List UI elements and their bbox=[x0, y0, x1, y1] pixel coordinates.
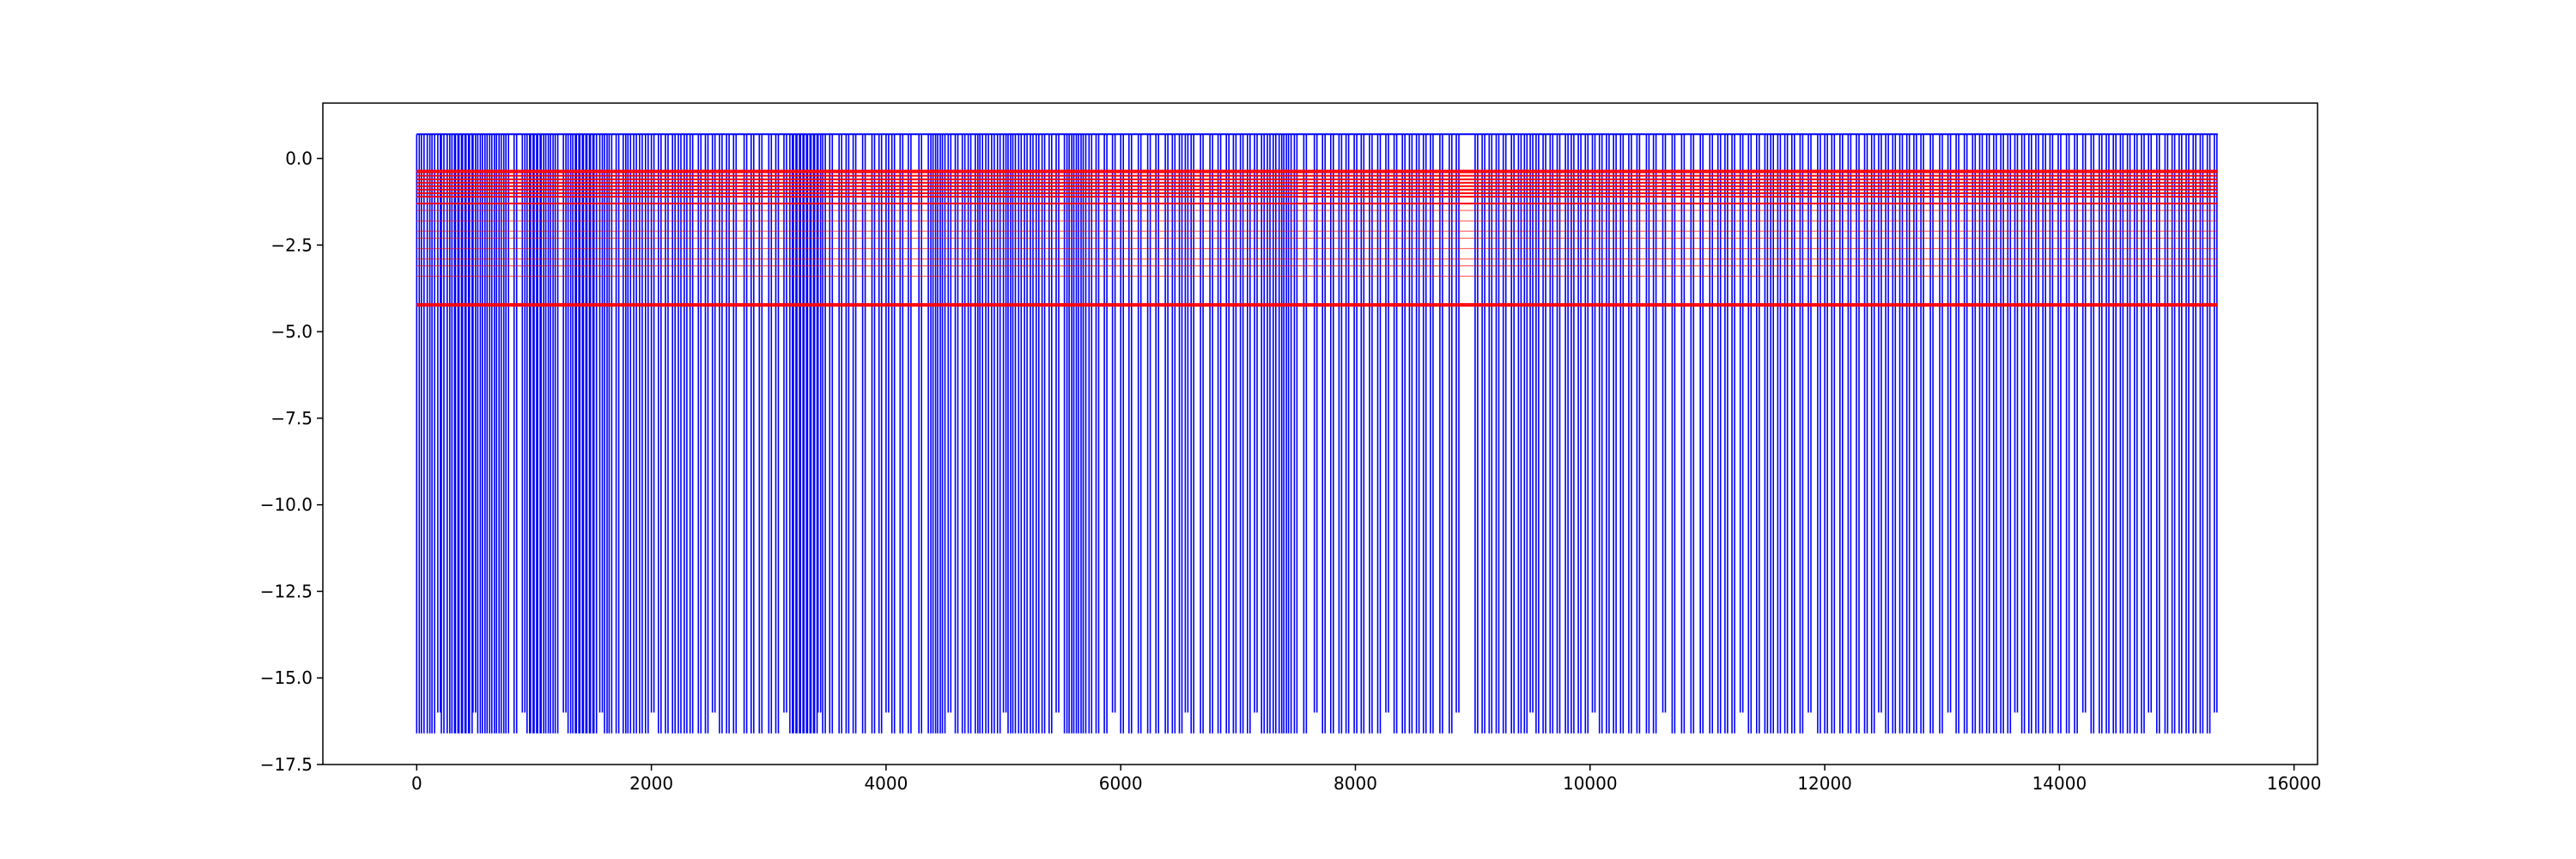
y-tick-label: −10.0 bbox=[260, 495, 313, 515]
axes-frame bbox=[322, 102, 2318, 765]
plot-area bbox=[416, 133, 2218, 734]
x-tick-label: 16000 bbox=[2267, 773, 2322, 794]
y-tick-label: −17.5 bbox=[260, 754, 313, 775]
y-tick-label: 0.0 bbox=[285, 149, 313, 169]
x-tick-label: 14000 bbox=[2032, 773, 2087, 794]
y-tick-label: −2.5 bbox=[270, 235, 313, 255]
y-tick-label: −15.0 bbox=[260, 667, 313, 688]
x-tick-label: 10000 bbox=[1563, 773, 1618, 794]
x-tick-label: 4000 bbox=[864, 773, 908, 794]
x-tick-label: 0 bbox=[411, 773, 422, 794]
x-tick-label: 12000 bbox=[1797, 773, 1852, 794]
x-tick-label: 8000 bbox=[1334, 773, 1377, 794]
blue-series-drops bbox=[416, 134, 2218, 734]
y-tick-label: −7.5 bbox=[270, 408, 313, 429]
y-tick-label: −12.5 bbox=[260, 581, 313, 601]
axes: 0 2000 4000 6000 8000 10000 12000 14000 16000 0.0… bbox=[260, 102, 2322, 794]
x-tick-label: 6000 bbox=[1099, 773, 1143, 794]
y-tick-label: −5.0 bbox=[270, 321, 313, 342]
x-tick-label: 2000 bbox=[629, 773, 673, 794]
